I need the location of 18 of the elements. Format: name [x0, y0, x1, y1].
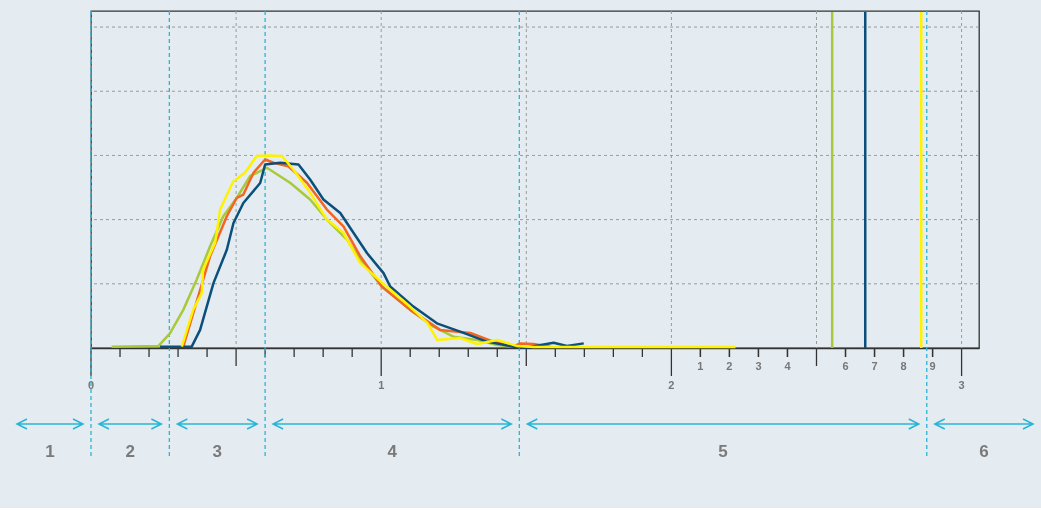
x2-tick-label: 1	[697, 360, 704, 372]
x2-tick-label: 2	[726, 360, 733, 372]
x-tick-label: 2	[668, 379, 675, 391]
text: 1	[45, 442, 55, 461]
x2-tick-label: 9	[929, 360, 936, 372]
x2-tick-label: 8	[900, 360, 907, 372]
x2-tick-label: 4	[784, 360, 792, 372]
text: 3	[212, 442, 222, 461]
x2-tick-label: 3	[755, 360, 762, 372]
text: 2	[125, 442, 135, 461]
x2-tick-label: 6	[842, 360, 849, 372]
x-tick-label: 3	[958, 379, 965, 391]
x-tick-label: 0	[87, 379, 95, 391]
text: 4	[387, 442, 398, 461]
text: 6	[979, 442, 989, 461]
text: 5	[718, 442, 728, 461]
x2-tick-label: 7	[871, 360, 878, 372]
x-tick-label: 1	[378, 379, 385, 391]
